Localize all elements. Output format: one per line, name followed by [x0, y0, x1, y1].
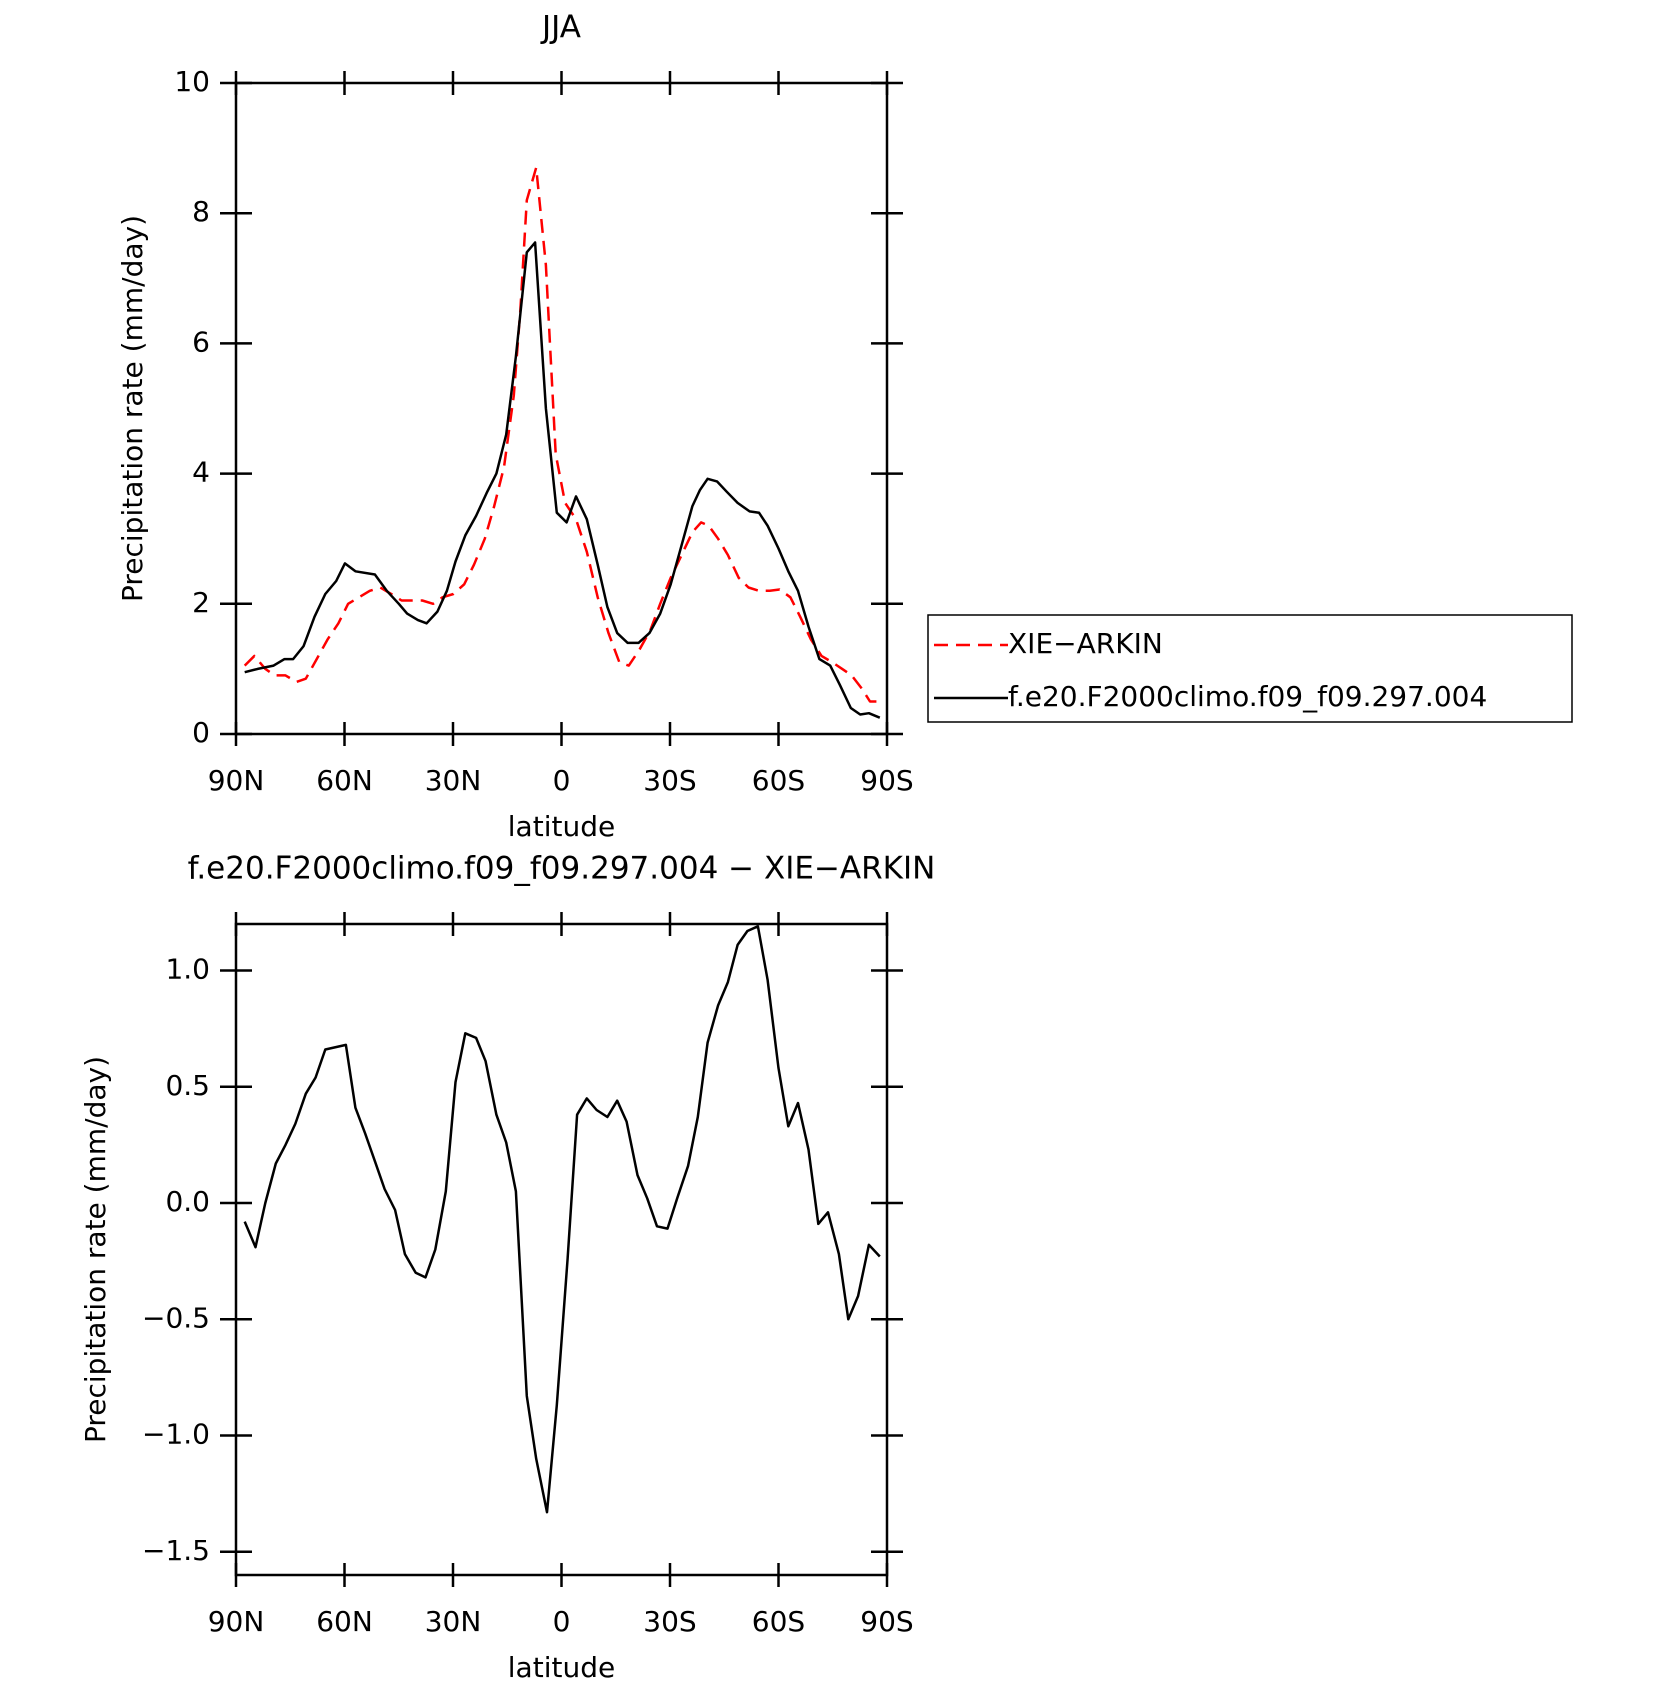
chart-title: f.e20.F2000climo.f09_f09.297.004 − XIE−A… — [188, 851, 936, 887]
data-line — [244, 241, 881, 719]
x-tick-label: 60S — [752, 1605, 805, 1638]
x-tick-label: 90S — [860, 1605, 913, 1638]
x-axis-label: latitude — [508, 810, 615, 843]
data-line — [243, 925, 881, 1514]
y-axis-label: Precipitation rate (mm/day) — [116, 215, 149, 602]
x-tick-label: 90N — [208, 764, 265, 797]
legend-label: f.e20.F2000climo.f09_f09.297.004 — [1008, 680, 1487, 713]
x-tick-label: 30N — [425, 764, 482, 797]
plot-frame — [234, 922, 889, 1577]
x-tick-label: 30N — [425, 1605, 482, 1638]
x-tick-label: 0 — [553, 764, 571, 797]
data-line — [243, 166, 880, 703]
x-tick-label: 30S — [643, 1605, 696, 1638]
y-tick-label: −1.5 — [142, 1534, 210, 1567]
y-tick-label: −0.5 — [142, 1301, 210, 1334]
y-tick-label: 8 — [192, 195, 210, 228]
chart-title: JJA — [540, 10, 581, 46]
plot-frame — [234, 81, 889, 736]
y-tick-label: 0.5 — [165, 1069, 210, 1102]
x-tick-label: 60S — [752, 764, 805, 797]
y-tick-label: 1.0 — [165, 953, 210, 986]
x-tick-label: 90N — [208, 1605, 265, 1638]
x-axis-label: latitude — [508, 1651, 615, 1683]
y-tick-label: −1.0 — [142, 1418, 210, 1451]
x-tick-label: 0 — [553, 1605, 571, 1638]
y-tick-label: 10 — [174, 65, 210, 98]
x-tick-label: 60N — [316, 764, 373, 797]
y-tick-label: 0 — [192, 716, 210, 749]
y-tick-label: 0.0 — [165, 1185, 210, 1218]
legend-label: XIE−ARKIN — [1008, 627, 1163, 660]
y-tick-label: 2 — [192, 586, 210, 619]
y-axis-label: Precipitation rate (mm/day) — [79, 1056, 112, 1443]
x-tick-label: 90S — [860, 764, 913, 797]
legend-box — [927, 614, 1573, 723]
y-tick-label: 6 — [192, 325, 210, 358]
x-tick-label: 60N — [316, 1605, 373, 1638]
x-tick-label: 30S — [643, 764, 696, 797]
y-tick-label: 4 — [192, 456, 210, 489]
